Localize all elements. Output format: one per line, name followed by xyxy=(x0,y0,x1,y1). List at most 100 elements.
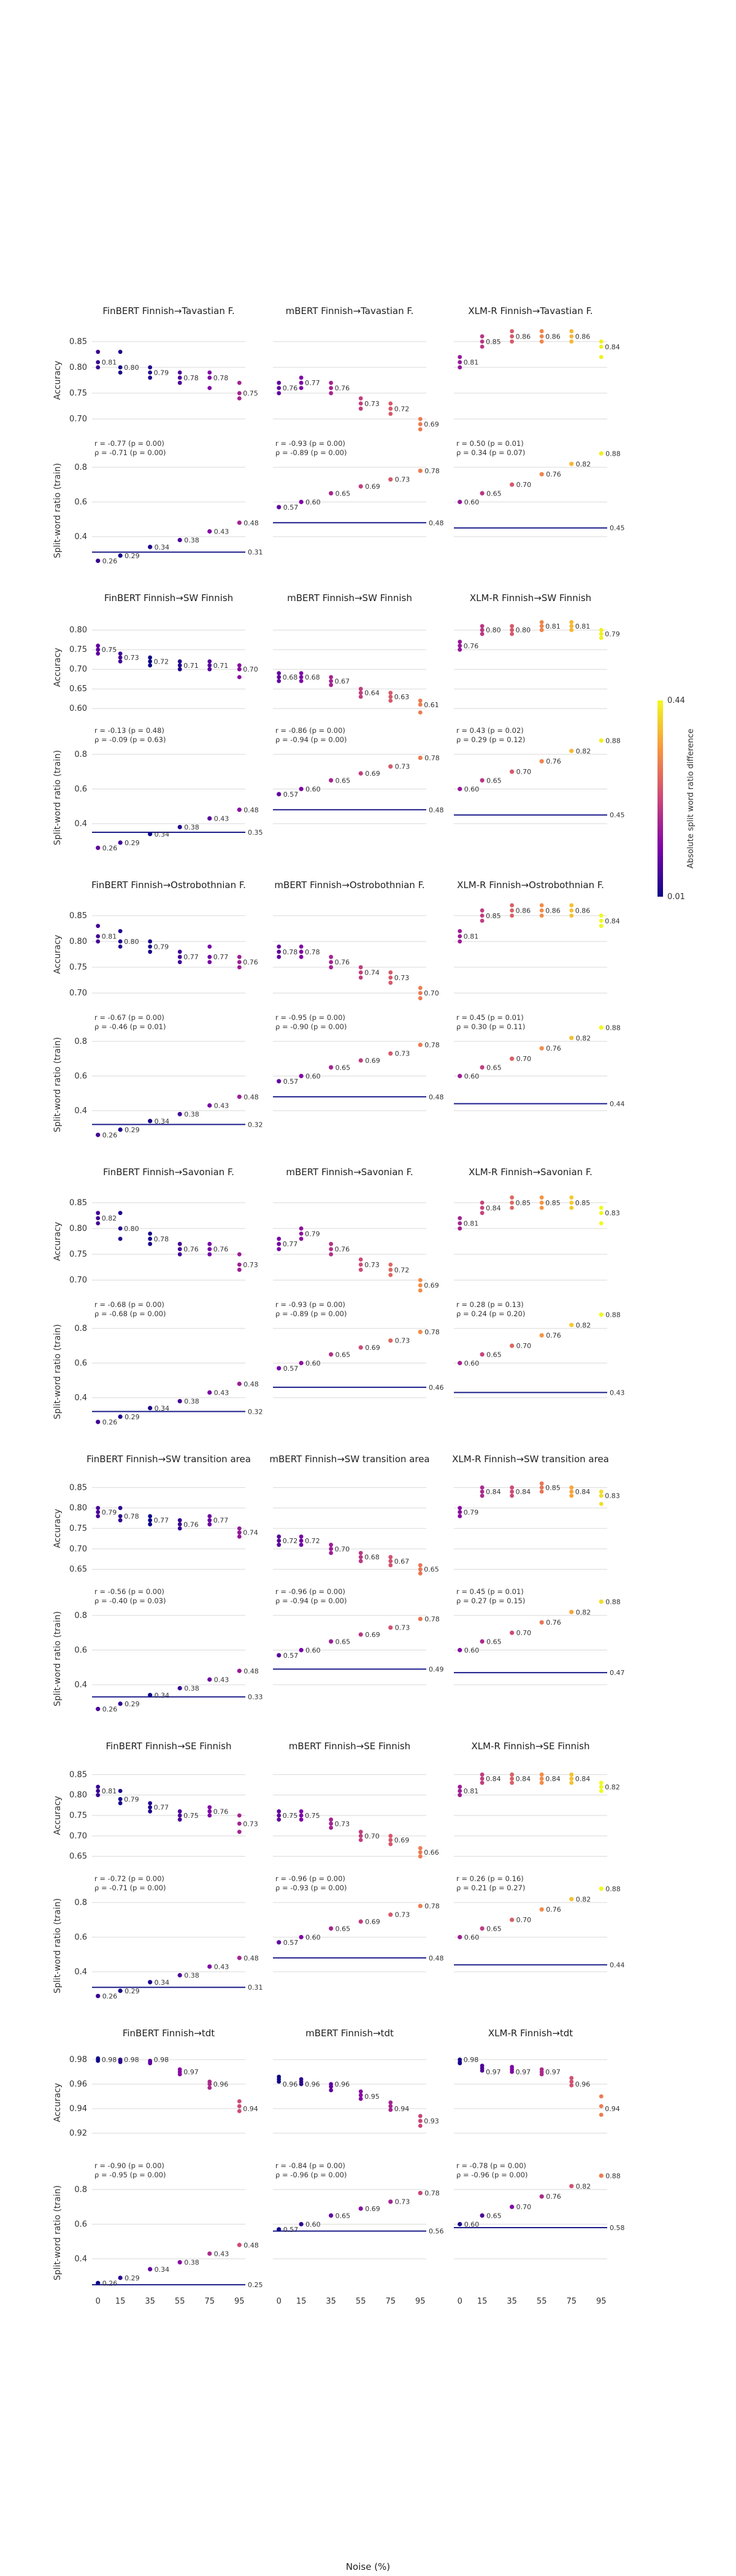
corr-spearman: ρ = 0.27 (p = 0.15) xyxy=(456,1597,525,1605)
split-point xyxy=(539,759,544,764)
panel-5: XLM-R Finnish→SW Finnish 0.76 0.80 0.80 0.81… xyxy=(454,592,625,824)
accuracy-point xyxy=(177,1247,182,1252)
acc-tick-label: 0.80 xyxy=(69,1791,87,1800)
baseline-label: 0.58 xyxy=(610,2224,625,2232)
split-point xyxy=(358,2206,363,2211)
split-label: 0.57 xyxy=(283,1939,299,1947)
split-point xyxy=(458,1073,462,1078)
accuracy-point xyxy=(358,691,363,695)
accuracy-point xyxy=(599,344,604,349)
accuracy-point xyxy=(118,370,123,375)
accuracy-point xyxy=(148,939,153,944)
accuracy-label: 0.71 xyxy=(213,662,229,670)
split-point xyxy=(177,2260,182,2265)
accuracy-label: 0.77 xyxy=(305,379,320,387)
accuracy-point xyxy=(599,2094,604,2099)
accuracy-point xyxy=(539,2072,544,2077)
accuracy-point xyxy=(480,1776,485,1781)
accuracy-point xyxy=(510,903,515,908)
acc-tick-label: 0.85 xyxy=(69,1483,87,1492)
accuracy-point xyxy=(299,944,304,949)
split-label: 0.34 xyxy=(155,543,170,551)
corr-spearman: ρ = -0.09 (p = 0.63) xyxy=(94,735,166,744)
corr-pearson: r = -0.13 (p = 0.48) xyxy=(94,726,164,735)
acc-axis-label: Accuracy xyxy=(53,1222,63,1261)
accuracy-point xyxy=(299,1236,304,1241)
accuracy-label: 0.70 xyxy=(364,1832,380,1840)
split-point xyxy=(207,1677,212,1682)
accuracy-point xyxy=(299,954,304,959)
split-label: 0.38 xyxy=(184,2258,199,2266)
split-label: 0.43 xyxy=(214,527,229,535)
split-label: 0.29 xyxy=(125,552,140,560)
accuracy-point xyxy=(237,960,242,965)
split-point xyxy=(96,1132,101,1137)
accuracy-point xyxy=(388,2104,393,2109)
accuracy-point xyxy=(329,1241,334,1246)
accuracy-label: 0.75 xyxy=(243,389,258,397)
corr-spearman: ρ = -0.71 (p = 0.00) xyxy=(94,1884,166,1892)
accuracy-point xyxy=(237,1813,242,1818)
split-point xyxy=(539,2194,544,2199)
accuracy-point xyxy=(480,627,485,632)
accuracy-point xyxy=(388,1563,393,1568)
accuracy-point xyxy=(329,1825,334,1830)
accuracy-point xyxy=(388,980,393,985)
accuracy-point xyxy=(277,671,282,675)
x-tick-label: 95 xyxy=(234,2297,245,2306)
accuracy-point xyxy=(480,918,485,923)
panel-title: XLM-R Finnish→Ostrobothnian F. xyxy=(457,880,604,891)
split-point xyxy=(569,2183,574,2188)
accuracy-label: 0.73 xyxy=(364,400,380,408)
accuracy-label: 0.98 xyxy=(124,2056,139,2064)
accuracy-point xyxy=(480,1493,485,1498)
accuracy-label: 0.69 xyxy=(394,1836,410,1844)
accuracy-label: 0.85 xyxy=(575,1199,591,1207)
split-label: 0.65 xyxy=(335,2212,351,2220)
split-label: 0.38 xyxy=(184,1684,199,1692)
accuracy-point xyxy=(96,2058,101,2063)
split-point xyxy=(148,545,153,550)
split-label: 0.70 xyxy=(516,1629,532,1637)
accuracy-point xyxy=(510,1195,515,1200)
accuracy-point xyxy=(177,949,182,954)
accuracy-point xyxy=(418,2118,423,2123)
accuracy-point xyxy=(207,1241,212,1246)
accuracy-point xyxy=(237,965,242,970)
split-point xyxy=(237,2242,242,2247)
accuracy-label: 0.96 xyxy=(305,2080,320,2088)
split-point xyxy=(358,1058,363,1063)
corr-pearson: r = 0.45 (p = 0.01) xyxy=(456,1013,524,1022)
acc-tick-label: 0.85 xyxy=(69,1770,87,1779)
split-label: 0.76 xyxy=(546,1906,561,1914)
split-label: 0.60 xyxy=(305,1072,321,1080)
accuracy-point xyxy=(599,1221,604,1225)
x-tick-label: 15 xyxy=(115,2297,126,2306)
panel-6: FinBERT Finnish→Ostrobothnian F. 0.70 0.75… xyxy=(53,880,263,1139)
split-label: 0.48 xyxy=(243,519,259,527)
x-tick-label: 35 xyxy=(507,2297,517,2306)
split-label: 0.88 xyxy=(605,2172,621,2180)
split-point xyxy=(388,477,393,482)
panel-title: mBERT Finnish→tdt xyxy=(305,2028,394,2039)
accuracy-label: 0.78 xyxy=(154,1235,169,1243)
accuracy-point xyxy=(510,1776,515,1781)
accuracy-point xyxy=(329,683,334,688)
split-point xyxy=(569,1609,574,1614)
baseline-label: 0.49 xyxy=(429,1665,444,1673)
split-point xyxy=(539,1907,544,1912)
acc-tick-label: 0.70 xyxy=(69,665,87,674)
accuracy-point xyxy=(118,944,123,949)
split-point xyxy=(277,2227,282,2232)
split-tick-label: 0.8 xyxy=(74,2185,87,2195)
accuracy-point xyxy=(480,632,485,636)
split-point xyxy=(458,1360,462,1365)
split-label: 0.73 xyxy=(395,1050,410,1058)
panel-title: mBERT Finnish→SE Finnish xyxy=(289,1741,410,1752)
split-point xyxy=(388,1338,393,1343)
panel-title: XLM-R Finnish→SW transition area xyxy=(452,1454,609,1465)
accuracy-point xyxy=(118,2060,123,2064)
split-label: 0.70 xyxy=(516,2203,532,2211)
accuracy-point xyxy=(569,908,574,913)
panel-title: mBERT Finnish→Savonian F. xyxy=(286,1167,413,1178)
